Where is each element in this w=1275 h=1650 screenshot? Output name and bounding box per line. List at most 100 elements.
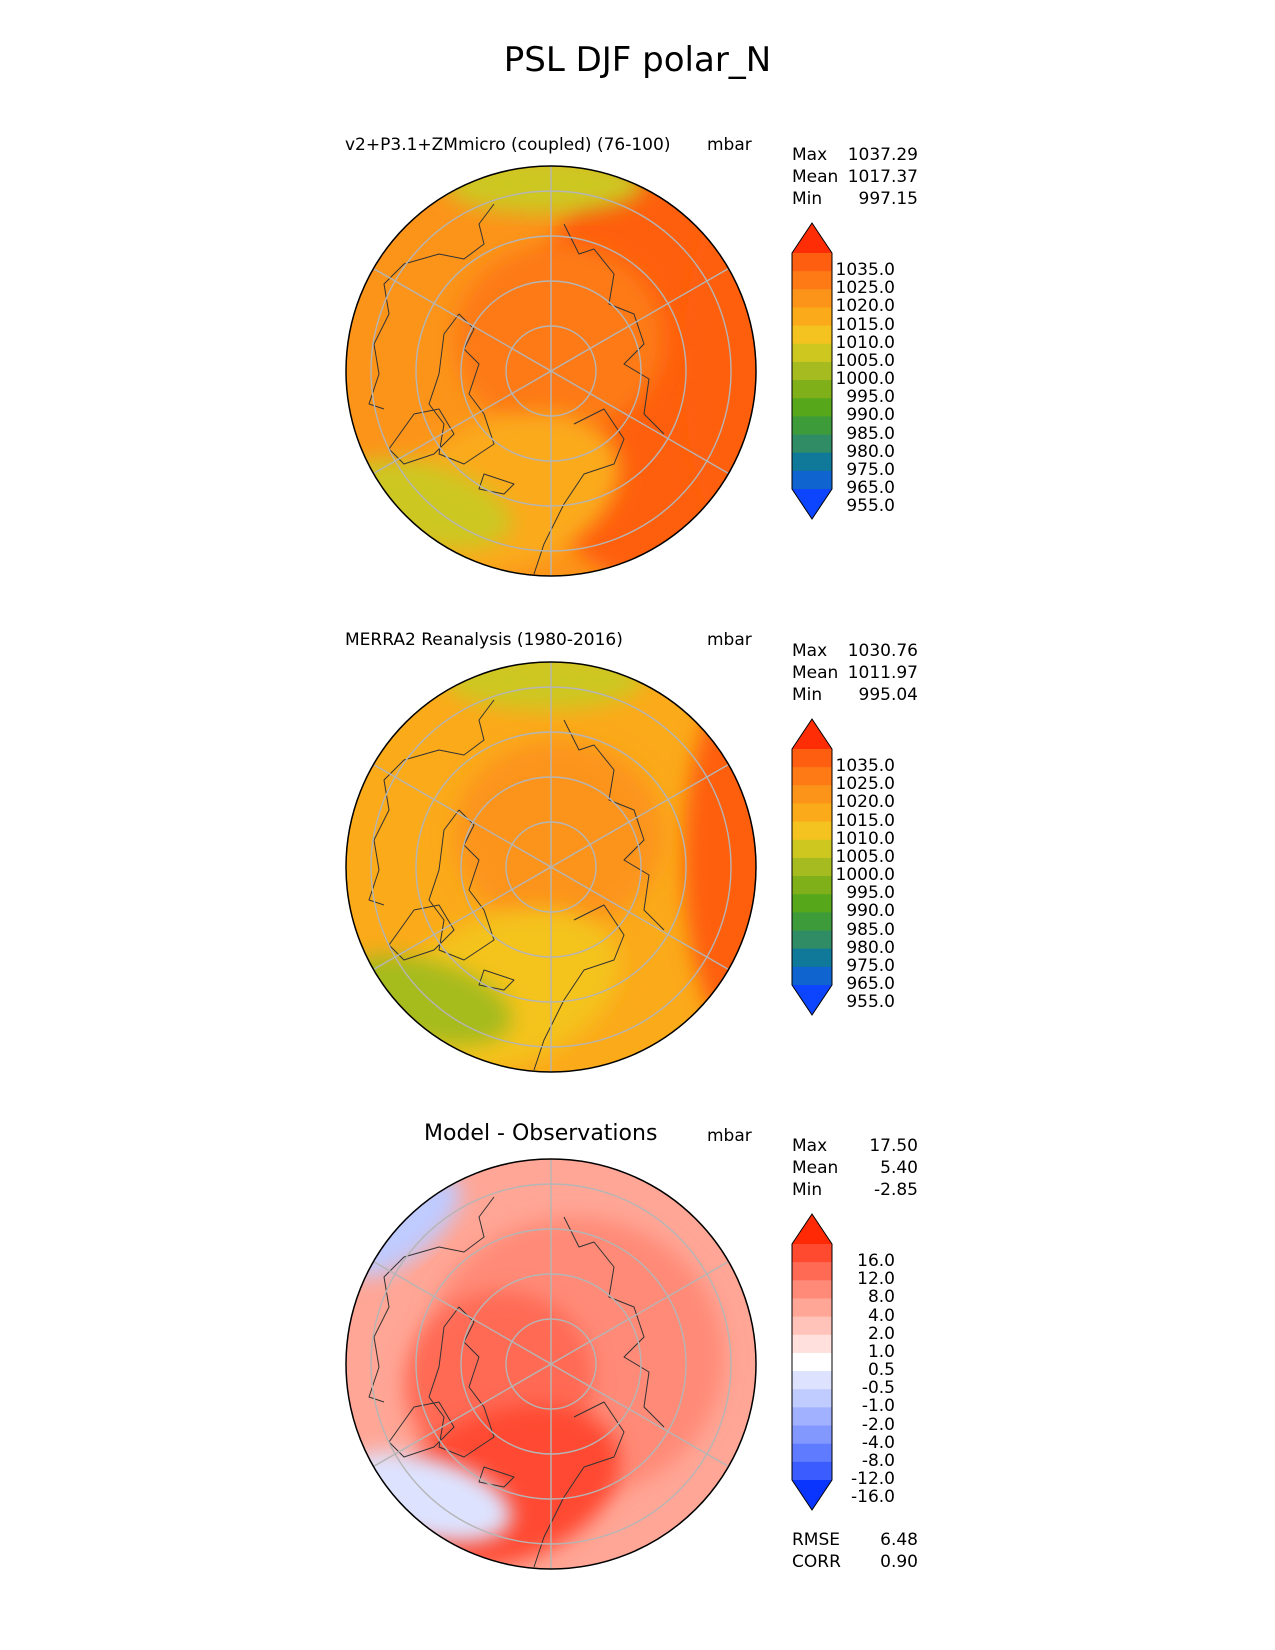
colorbar-bin — [792, 380, 832, 399]
colorbar-tick-label: -2.0 — [861, 1414, 895, 1435]
colorbar-bin — [792, 857, 832, 877]
panel-3-min: Min -2.85 — [792, 1180, 918, 1200]
panel-1-mean: Mean 1017.37 — [792, 167, 918, 187]
colorbar-bin — [792, 1389, 832, 1408]
colorbar-bin — [792, 1334, 832, 1354]
colorbar-tick-label: 975.0 — [846, 955, 895, 976]
colorbar-tick-label: 990.0 — [846, 405, 895, 426]
colorbar-bin — [792, 307, 832, 327]
colorbar-tick-label: 1015.0 — [835, 810, 895, 831]
colorbar-extend-bottom — [792, 489, 832, 519]
panel-1-colorbar-ticks: 1035.0 1025.0 1020.0 1015.0 1010.0 1005.0 1000… — [815, 223, 905, 519]
colorbar-tick-label: 995.0 — [846, 387, 895, 408]
lat-lon-grid — [360, 1159, 742, 1569]
colorbar-tick-label: -1.0 — [861, 1396, 895, 1417]
colorbar-bin — [792, 785, 832, 804]
colorbar-tick-label: -8.0 — [861, 1450, 895, 1471]
colorbar-tick-label: 965.0 — [846, 974, 895, 994]
colorbar-bin — [792, 803, 832, 823]
colorbar-tick-label: 980.0 — [846, 937, 895, 958]
colorbar-bin — [792, 398, 832, 417]
colorbar-bin — [792, 1425, 832, 1445]
colorbar-tick-label: 1.0 — [867, 1341, 895, 1362]
colorbar-bin — [792, 930, 832, 950]
colorbar-extend-top — [792, 719, 832, 749]
colorbar-tick-label: 1035.0 — [835, 260, 895, 281]
colorbar-tick-label: 8.0 — [867, 1287, 895, 1308]
field-region-central-arctic — [454, 244, 664, 434]
colorbar-tick-label: 1015.0 — [835, 314, 895, 335]
colorbar-bin — [792, 1371, 832, 1390]
colorbar-bin — [792, 1443, 832, 1463]
colorbar-tick-label: 1025.0 — [835, 774, 895, 795]
colorbar-tick-label: 16.0 — [857, 1251, 895, 1272]
panel-1-min: Min 997.15 — [792, 189, 918, 209]
colorbar-extend-top — [792, 223, 832, 253]
colorbar-bin — [792, 912, 832, 932]
colorbar-bin — [792, 1244, 832, 1263]
colorbar-tick-label: 955.0 — [846, 992, 895, 1013]
colorbar-tick-label: 955.0 — [846, 496, 895, 517]
colorbar-outline — [791, 1213, 833, 1511]
colorbar-bin — [792, 876, 832, 895]
colorbar-bin — [792, 1407, 832, 1427]
colorbar-bin — [792, 470, 832, 490]
lat-lon-grid — [360, 166, 742, 576]
colorbar-bin — [792, 343, 832, 363]
field-region-pacific-top — [444, 662, 644, 710]
field-region-pacific-top — [444, 166, 644, 214]
colorbar-tick-label: 1020.0 — [835, 296, 895, 317]
colorbar-bin — [792, 416, 832, 436]
colorbar-tick-label: 4.0 — [867, 1305, 895, 1326]
colorbar-bin — [792, 1280, 832, 1299]
colorbar-tick-label: 1000.0 — [835, 369, 895, 390]
panel-1-colorbar — [791, 222, 833, 520]
colorbar-bin — [792, 253, 832, 272]
colorbar-bin — [792, 821, 832, 841]
colorbar-extend-bottom — [792, 985, 832, 1015]
field-region-east-edge — [684, 680, 756, 1040]
colorbar-bin — [792, 966, 832, 986]
lat-lon-grid — [360, 662, 742, 1072]
colorbar-tick-label: 985.0 — [846, 423, 895, 444]
panel-3-rmse: RMSE 6.48 — [792, 1530, 918, 1550]
panel-3-colorbar — [791, 1213, 833, 1511]
colorbar-tick-label: -12.0 — [851, 1469, 895, 1489]
colorbar-bin — [792, 289, 832, 308]
colorbar-bin — [792, 839, 832, 859]
colorbar-tick-label: -16.0 — [851, 1487, 895, 1508]
panel-3-mean: Mean 5.40 — [792, 1158, 918, 1178]
panel-1-polar-map — [345, 165, 757, 577]
field-region-central-arctic — [454, 740, 664, 930]
colorbar-tick-label: -4.0 — [861, 1432, 895, 1453]
colorbar-outline — [791, 718, 833, 1016]
map-boundary — [345, 661, 757, 1073]
colorbar-tick-label: 1010.0 — [835, 332, 895, 353]
panel-2-polar-map — [345, 661, 757, 1073]
colorbar-bin — [792, 1352, 832, 1372]
colorbar-tick-label: 995.0 — [846, 883, 895, 904]
colorbar-tick-label: 990.0 — [846, 901, 895, 922]
panel-2-units: mbar — [707, 630, 752, 650]
panel-1-max: Max 1037.29 — [792, 145, 918, 165]
colorbar-tick-label: -0.5 — [861, 1378, 895, 1399]
panel-3-title: Model - Observations — [424, 1121, 658, 1146]
panel-2-colorbar-ticks: 1035.0 1025.0 1020.0 1015.0 1010.0 1005.0 1000… — [815, 719, 905, 1015]
colorbar-tick-label: 2.0 — [867, 1323, 895, 1344]
colorbar-bin — [792, 1298, 832, 1318]
colorbar-tick-label: 975.0 — [846, 459, 895, 480]
colorbar-extend-top — [792, 1214, 832, 1244]
colorbar-bin — [792, 767, 832, 786]
panel-2-max: Max 1030.76 — [792, 641, 918, 661]
figure-title: PSL DJF polar_N — [503, 40, 772, 80]
colorbar-tick-label: 1035.0 — [835, 756, 895, 777]
colorbar-tick-label: 1025.0 — [835, 278, 895, 299]
colorbar-bin — [792, 452, 832, 472]
colorbar-bin — [792, 271, 832, 290]
colorbar-tick-label: 1000.0 — [835, 865, 895, 886]
colorbar-tick-label: 12.0 — [857, 1269, 895, 1290]
map-boundary — [345, 1158, 757, 1570]
colorbar-bin — [792, 948, 832, 968]
panel-3-max: Max 17.50 — [792, 1136, 918, 1156]
colorbar-bin — [792, 1461, 832, 1481]
